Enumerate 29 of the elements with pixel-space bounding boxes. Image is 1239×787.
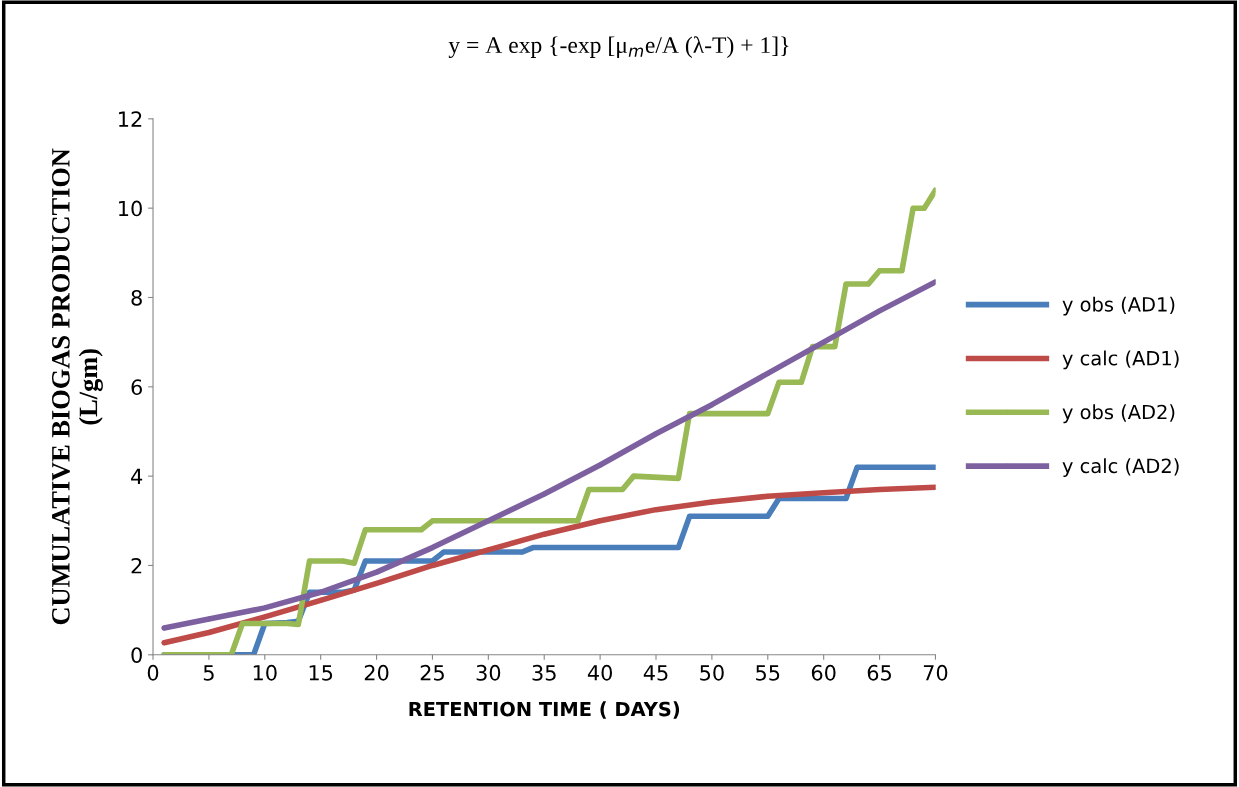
x-tick-label: 55 [756,665,780,681]
x-tick-label: 10 [253,664,277,681]
x-tick-label: 35 [532,664,556,681]
y-tick-label: 2 [131,557,142,574]
y-tick-label: 8 [131,289,142,306]
x-tick-label: 15 [309,665,333,681]
y-tick-label: 6 [131,379,142,396]
x-tick-label: 60 [811,664,836,681]
x-tick-label: 20 [364,664,389,681]
x-tick-label: 45 [643,665,668,681]
x-tick-label: 50 [700,664,724,681]
x-tick-label: 5 [203,665,214,681]
x-axis-title: RETENTION TIME ( DAYS) [409,701,680,719]
y-tick-label: 12 [119,111,142,127]
chart-title: y = A exp {-exp [μ$_{m}$e/A (λ-T) + 1]} [448,36,789,58]
legend-label: y calc (AD1) [1062,350,1179,370]
y-tick-label: 10 [119,200,142,217]
y-tick-label: 4 [131,468,143,485]
x-tick-label: 40 [587,664,612,681]
legend-label: y obs (AD2) [1062,404,1175,424]
y-tick-label: 0 [131,647,142,663]
legend-label: y calc (AD2) [1062,458,1179,477]
legend-label: y obs (AD1) [1062,296,1175,316]
y-axis-title: CUMULATIVE BIOGAS PRODUCTION (L/gm) [52,148,103,625]
x-tick-label: 70 [923,664,948,681]
x-tick-label: 0 [147,664,159,681]
x-tick-label: 30 [476,664,501,681]
x-tick-label: 65 [867,664,891,681]
x-tick-label: 25 [420,664,444,681]
